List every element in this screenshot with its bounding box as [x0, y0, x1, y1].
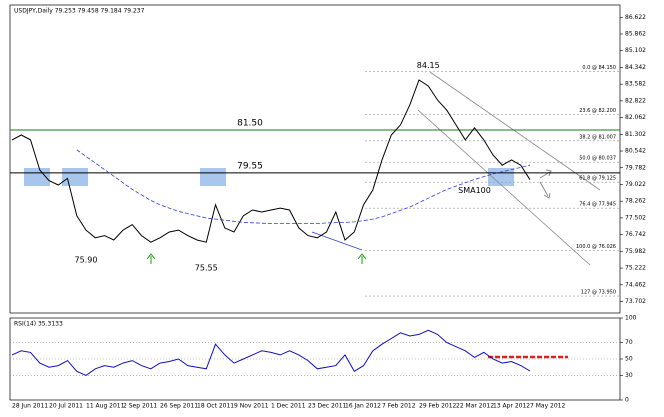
annotation: 75.90 [75, 256, 98, 265]
x-tick-label: 13 Apr 2012 [493, 403, 530, 410]
y-tick-label: 80.542 [625, 148, 646, 155]
rsi-tick-label: 30 [625, 372, 633, 379]
up-arrow [357, 253, 367, 264]
y-tick-label: 79.022 [625, 181, 646, 188]
level-label: 79.55 [237, 161, 263, 171]
channel-line [417, 109, 591, 266]
highlight-box [62, 168, 88, 186]
scenario-arrows [539, 169, 552, 199]
x-tick-label: 26 Sep 2011 [160, 403, 198, 410]
x-tick-label: 7 Feb 2012 [382, 403, 416, 410]
level-label: 81.50 [237, 118, 263, 128]
y-tick-label: 82.822 [625, 97, 646, 104]
annotation: SMA100 [458, 186, 491, 195]
fib-label: 76.4 @ 77.945 [579, 202, 616, 208]
y-tick-label: 83.582 [625, 81, 646, 88]
x-tick-label: 16 Jan 2012 [345, 403, 381, 410]
rsi-tick-label: 50 [625, 356, 633, 363]
x-tick-label: 7 May 2012 [530, 403, 565, 410]
x-tick-label: 2 Sep 2011 [123, 403, 157, 410]
x-tick-label: 23 Dec 2011 [308, 403, 347, 410]
up-arrow [146, 253, 156, 264]
x-tick-label: 18 Oct 2011 [197, 403, 234, 410]
fib-label: 100.0 @ 76.026 [576, 244, 616, 250]
y-tick-label: 75.222 [625, 265, 646, 272]
rsi-title: RSI(14) 35.3133 [14, 321, 63, 328]
y-tick-label: 81.302 [625, 131, 646, 138]
fib-label: 50.0 @ 80.037 [579, 156, 616, 162]
x-tick-label: 20 Jul 2011 [49, 403, 83, 410]
channel-line [429, 71, 601, 191]
y-tick-label: 85.102 [625, 47, 646, 54]
y-tick-label: 75.982 [625, 248, 646, 255]
rsi-tick-label: 100 [625, 315, 637, 322]
x-tick-label: 28 Jun 2011 [12, 403, 48, 410]
y-tick-label: 79.782 [625, 164, 646, 171]
y-tick-label: 73.702 [625, 298, 646, 305]
y-tick-label: 74.462 [625, 281, 646, 288]
y-tick-label: 82.062 [625, 114, 646, 121]
fib-label: 23.6 @ 82.200 [579, 108, 616, 114]
x-tick-label: 9 Nov 2011 [234, 403, 269, 410]
x-tick-label: 22 Mar 2012 [456, 403, 494, 410]
x-tick-label: 29 Feb 2012 [419, 403, 457, 410]
y-tick-label: 77.502 [625, 214, 646, 221]
y-tick-label: 85.862 [625, 30, 646, 37]
fib-label: 61.8 @ 79.125 [579, 176, 616, 182]
series-line [76, 149, 531, 224]
arrows [146, 169, 568, 359]
highlight-box [200, 168, 226, 186]
fib-label: 38.2 @ 81.007 [579, 134, 616, 140]
y-tick-label: 84.342 [625, 64, 646, 71]
annotation: 75.55 [195, 263, 218, 272]
series-line [11, 79, 531, 243]
y-tick-label: 76.742 [625, 231, 646, 238]
trend-line [311, 231, 363, 251]
y-tick-label: 86.622 [625, 14, 646, 21]
fib-label: 127 @ 73.950 [581, 290, 616, 296]
series-line [11, 329, 531, 376]
y-tick-label: 78.262 [625, 198, 646, 205]
rsi-tick-label: 0 [625, 397, 629, 404]
fib-label: 0.0 @ 84.150 [582, 65, 616, 71]
annotation: 84.15 [417, 61, 440, 70]
channel [311, 71, 601, 266]
x-tick-label: 1 Dec 2011 [271, 403, 306, 410]
chart-title: USDJPY,Daily 79.253 79.458 79.184 79.237 [14, 8, 145, 15]
x-tick-label: 11 Aug 2011 [86, 403, 125, 410]
rsi-tick-label: 70 [625, 339, 633, 346]
price-frame [9, 4, 621, 314]
